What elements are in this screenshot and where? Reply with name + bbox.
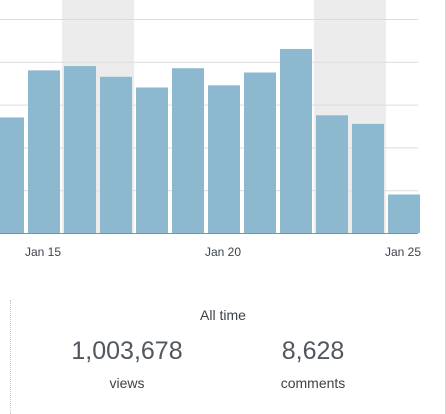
summary-title: All time [200, 307, 246, 323]
views-stat: 1,003,678 views [52, 336, 202, 392]
bar-jan-23[interactable] [316, 115, 348, 233]
bar-jan-14[interactable] [0, 117, 24, 233]
comments-label: comments [280, 375, 346, 391]
bar-jan-15[interactable] [28, 70, 60, 233]
bar-jan-16[interactable] [64, 66, 96, 233]
bar-jan-21[interactable] [244, 72, 276, 234]
views-bar-chart: Jan 15 Jan 20 Jan 25 [0, 0, 421, 259]
comments-stat: 8,628 comments [238, 336, 388, 392]
x-tick-label: Jan 25 [385, 245, 421, 259]
section-divider [10, 300, 11, 414]
views-count: 1,003,678 [71, 337, 183, 365]
bar-jan-17[interactable] [100, 76, 132, 233]
views-label: views [109, 375, 145, 391]
x-tick-label: Jan 20 [205, 245, 241, 259]
bar-jan-25[interactable] [388, 194, 420, 233]
bar-jan-18[interactable] [136, 87, 168, 233]
x-tick-label: Jan 15 [25, 245, 61, 259]
bar-jan-22[interactable] [280, 48, 312, 234]
comments-count: 8,628 [281, 337, 345, 365]
bar-jan-20[interactable] [208, 85, 240, 233]
chart-bars [0, 48, 420, 234]
bar-jan-19[interactable] [172, 68, 204, 233]
chart-x-ticks: Jan 15 Jan 20 Jan 25 [25, 245, 421, 259]
bar-jan-24[interactable] [352, 123, 384, 233]
